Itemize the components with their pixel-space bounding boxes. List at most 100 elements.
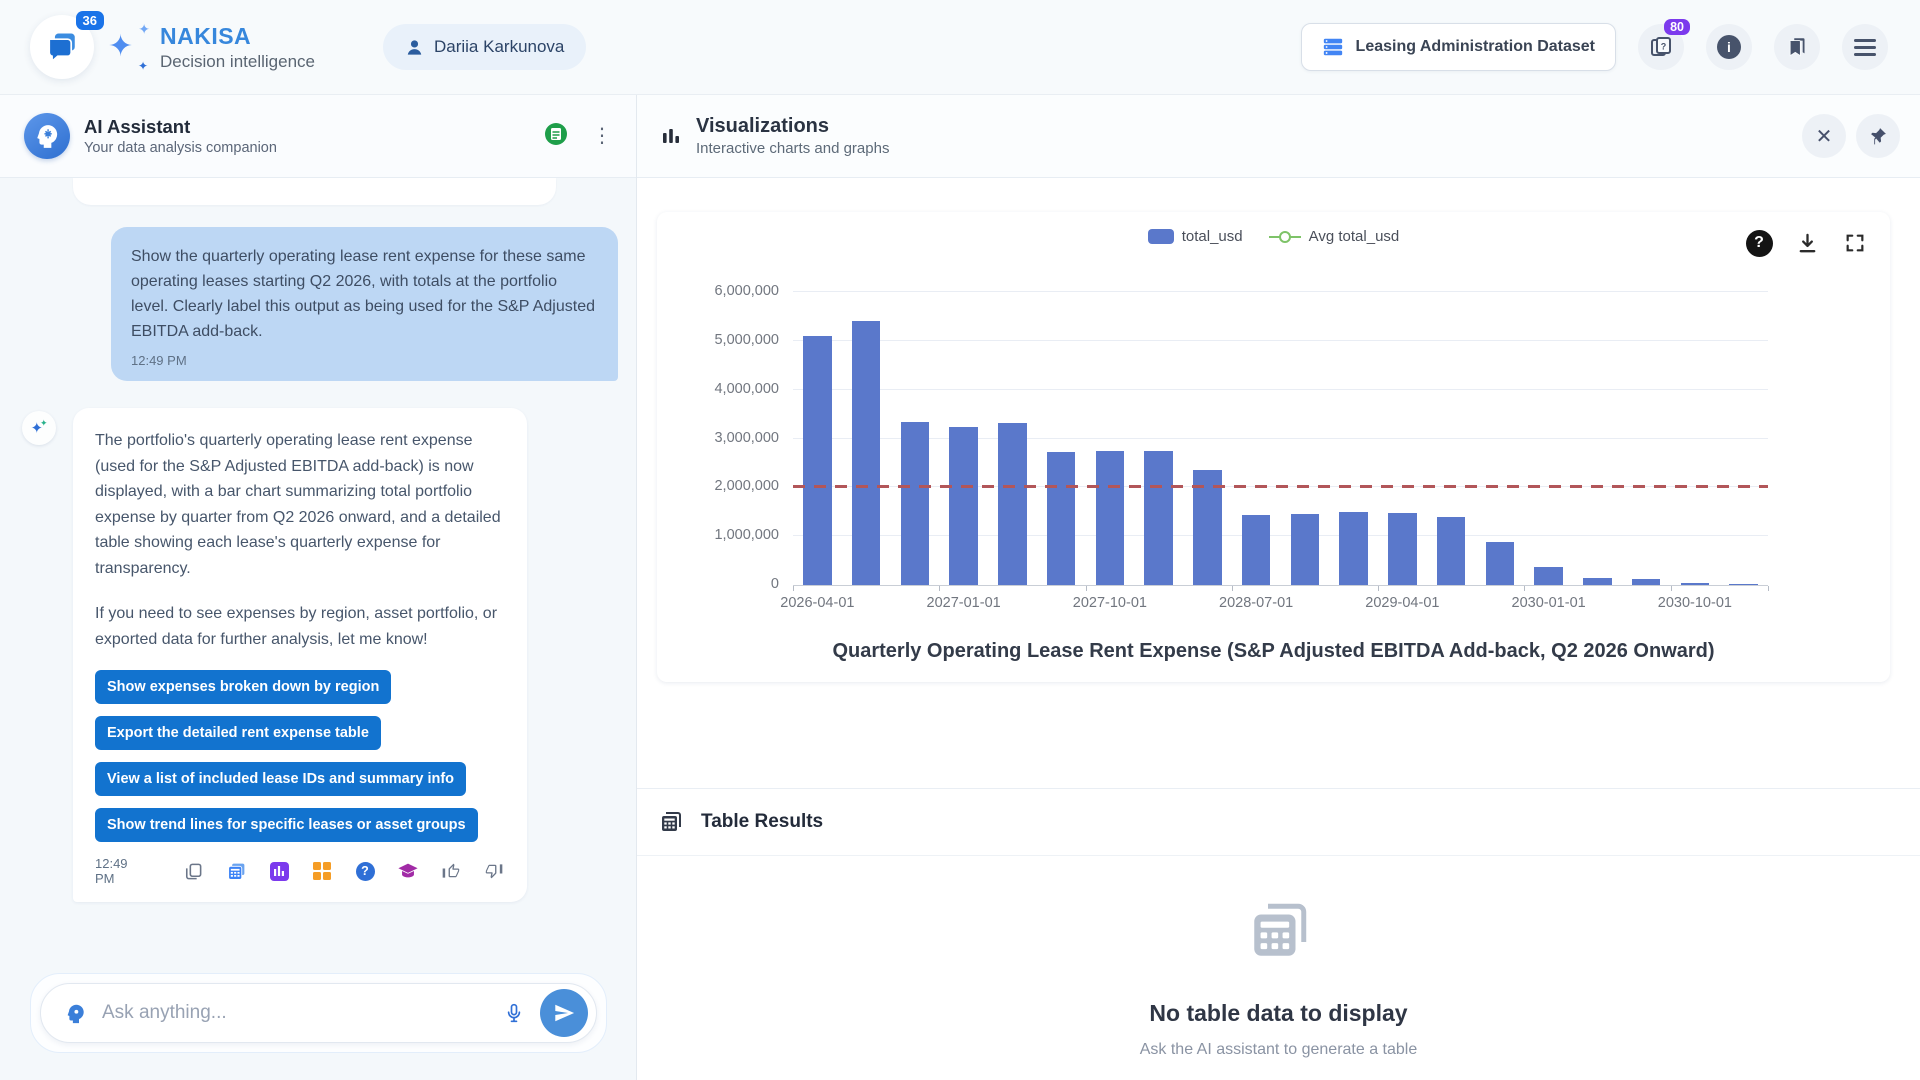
assistant-paragraph-1: The portfolio's quarterly operating leas… bbox=[95, 428, 505, 581]
chat-panel-subtitle: Your data analysis companion bbox=[84, 140, 277, 156]
bar-2030-01-01[interactable] bbox=[1534, 567, 1562, 585]
pin-panel-button[interactable] bbox=[1856, 114, 1900, 158]
mic-button[interactable] bbox=[496, 995, 532, 1031]
flashcards-help-button[interactable]: ? 80 bbox=[1638, 24, 1684, 70]
chart-view-button[interactable] bbox=[268, 860, 290, 882]
thumbs-up-button[interactable] bbox=[440, 860, 462, 882]
close-panel-button[interactable]: ✕ bbox=[1802, 114, 1846, 158]
export-sheet-button[interactable] bbox=[544, 122, 568, 151]
bar-2027-07-01[interactable] bbox=[1047, 452, 1075, 585]
help-button[interactable]: ? bbox=[354, 860, 376, 882]
x-axis-label: 2030-10-01 bbox=[1635, 595, 1755, 611]
visualizations-icon bbox=[662, 126, 682, 146]
brand-name: NAKISA bbox=[160, 23, 315, 50]
table-results-title: Table Results bbox=[701, 811, 823, 833]
bar-2027-01-01[interactable] bbox=[949, 427, 977, 585]
bar-slot bbox=[1378, 292, 1427, 585]
menu-button[interactable] bbox=[1842, 24, 1888, 70]
bar-slot bbox=[793, 292, 842, 585]
chat-panel-header: AI Assistant Your data analysis companio… bbox=[0, 95, 636, 178]
x-axis-label: 2029-04-01 bbox=[1342, 595, 1462, 611]
suggestion-region-button[interactable]: Show expenses broken down by region bbox=[95, 670, 391, 704]
bar-2027-10-01[interactable] bbox=[1096, 451, 1124, 585]
user-account-pill[interactable]: Dariia Karkunova bbox=[383, 24, 586, 70]
table-view-button[interactable] bbox=[225, 860, 247, 882]
bar-2028-10-01[interactable] bbox=[1291, 514, 1319, 585]
x-axis-label: 2027-10-01 bbox=[1050, 595, 1170, 611]
bar-2029-01-01[interactable] bbox=[1339, 512, 1367, 585]
suggestion-lease-ids-button[interactable]: View a list of included lease IDs and su… bbox=[95, 762, 466, 796]
chart-toolbar: ? bbox=[1742, 226, 1872, 260]
dataset-selector-button[interactable]: Leasing Administration Dataset bbox=[1301, 23, 1616, 71]
bar-2026-10-01[interactable] bbox=[901, 422, 929, 585]
bar-slot bbox=[1524, 292, 1573, 585]
suggestion-export-button[interactable]: Export the detailed rent expense table bbox=[95, 716, 381, 750]
microphone-icon bbox=[504, 1003, 524, 1023]
fullscreen-icon bbox=[1844, 232, 1866, 254]
chat-logo-icon bbox=[45, 30, 79, 64]
x-axis-tick bbox=[793, 586, 794, 591]
dashboard-button[interactable] bbox=[311, 860, 333, 882]
chart-card: total_usd Avg total_usd ? 6,000,0005,000… bbox=[657, 212, 1890, 682]
sparkles-icon: ✦ ✦ ✦ bbox=[106, 21, 152, 73]
chat-input-container bbox=[30, 973, 607, 1053]
bar-slot bbox=[988, 292, 1037, 585]
bar-slot bbox=[1573, 292, 1622, 585]
legend-avg-swatch bbox=[1269, 230, 1301, 244]
chart-fullscreen-button[interactable] bbox=[1838, 226, 1872, 260]
bar-2027-04-01[interactable] bbox=[998, 423, 1026, 585]
x-axis-tick bbox=[1086, 586, 1087, 591]
copy-button[interactable] bbox=[182, 860, 204, 882]
legend-avg-total-usd[interactable]: Avg total_usd bbox=[1269, 228, 1400, 245]
y-axis-label: 3,000,000 bbox=[657, 430, 779, 446]
bar-slot bbox=[1086, 292, 1135, 585]
bar-2029-07-01[interactable] bbox=[1437, 517, 1465, 585]
chart-help-button[interactable]: ? bbox=[1742, 226, 1776, 260]
thumbs-down-button[interactable] bbox=[483, 860, 505, 882]
user-message-bubble: Show the quarterly operating lease rent … bbox=[111, 227, 618, 381]
hamburger-icon bbox=[1854, 39, 1876, 56]
suggestion-trend-lines-button[interactable]: Show trend lines for specific leases or … bbox=[95, 808, 478, 842]
chat-overflow-menu[interactable]: ⋮ bbox=[592, 126, 612, 146]
legend-total-usd[interactable]: total_usd bbox=[1148, 228, 1243, 245]
app-logo: 36 bbox=[30, 15, 94, 79]
bar-2026-07-01[interactable] bbox=[852, 321, 880, 585]
bar-slot bbox=[842, 292, 891, 585]
bar-2029-04-01[interactable] bbox=[1388, 513, 1416, 585]
bar-slot bbox=[1671, 292, 1720, 585]
assistant-message-time: 12:49 PM bbox=[95, 856, 144, 886]
x-axis-tick bbox=[1524, 586, 1525, 591]
dashboard-icon bbox=[313, 862, 331, 880]
empty-state-subtitle: Ask the AI assistant to generate a table bbox=[1140, 1041, 1418, 1059]
x-axis-label: 2026-04-01 bbox=[757, 595, 877, 611]
learn-button[interactable] bbox=[397, 860, 419, 882]
spreadsheet-icon bbox=[544, 122, 568, 146]
visualizations-header: Visualizations Interactive charts and gr… bbox=[637, 95, 1920, 178]
bar-slot bbox=[1281, 292, 1330, 585]
x-axis-label: 2027-01-01 bbox=[904, 595, 1024, 611]
bookmark-icon bbox=[1786, 36, 1808, 58]
chart-download-button[interactable] bbox=[1790, 226, 1824, 260]
chat-input[interactable] bbox=[102, 1002, 496, 1024]
chat-message-list[interactable]: Show the quarterly operating lease rent … bbox=[0, 178, 636, 1080]
close-icon: ✕ bbox=[1816, 124, 1833, 149]
bar-2028-07-01[interactable] bbox=[1242, 515, 1270, 585]
y-axis-label: 6,000,000 bbox=[657, 283, 779, 299]
bar-slot bbox=[1719, 292, 1768, 585]
info-button[interactable]: i bbox=[1706, 24, 1752, 70]
chat-panel: AI Assistant Your data analysis companio… bbox=[0, 95, 637, 1080]
bookmarks-button[interactable] bbox=[1774, 24, 1820, 70]
bar-2030-04-01[interactable] bbox=[1583, 578, 1611, 585]
send-button[interactable] bbox=[540, 989, 588, 1037]
x-axis-tick bbox=[939, 586, 940, 591]
bar-2028-01-01[interactable] bbox=[1144, 451, 1172, 585]
bar-2026-04-01[interactable] bbox=[803, 336, 831, 585]
bar-2029-10-01[interactable] bbox=[1486, 542, 1514, 585]
info-icon: i bbox=[1717, 35, 1741, 59]
app-header: 36 ✦ ✦ ✦ NAKISA Decision intelligence Da… bbox=[0, 0, 1920, 95]
bar-slot bbox=[1622, 292, 1671, 585]
chart-plot bbox=[793, 292, 1768, 585]
download-icon bbox=[1796, 232, 1819, 255]
bar-slot bbox=[1183, 292, 1232, 585]
brand-block: NAKISA Decision intelligence bbox=[160, 23, 315, 72]
